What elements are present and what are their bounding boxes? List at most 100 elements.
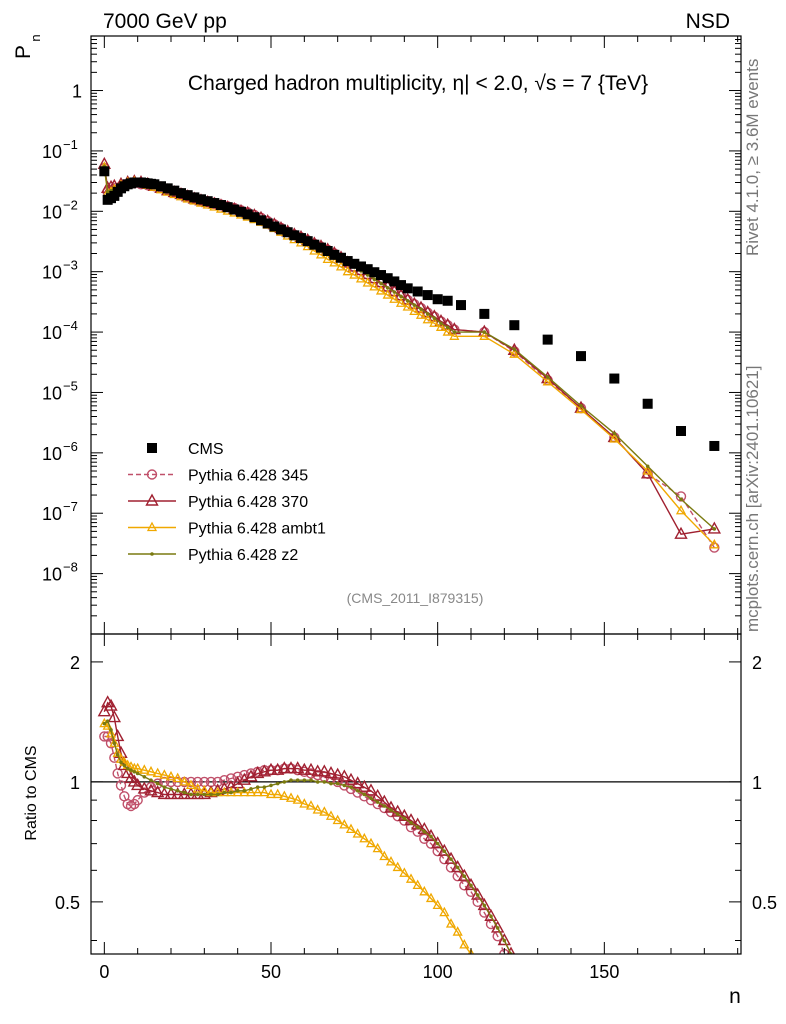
series-point xyxy=(712,527,717,531)
series-point xyxy=(409,305,420,316)
cms-point xyxy=(369,267,380,278)
series-point xyxy=(419,307,423,311)
ratio-point xyxy=(132,762,143,773)
cms-point xyxy=(642,398,653,409)
cms-point xyxy=(412,286,423,297)
ratio-point xyxy=(339,819,350,829)
ratio-point xyxy=(382,804,387,808)
y-tick-label: 10 xyxy=(42,504,62,524)
ratio-point xyxy=(402,816,407,821)
series-point xyxy=(415,309,427,319)
ratio-point xyxy=(255,785,260,789)
ratio-point xyxy=(150,785,165,798)
x-tick-label: 150 xyxy=(589,962,619,982)
cms-point xyxy=(289,230,300,241)
legend: CMS Pythia 6.428 345 Pythia 6.428 370 Pythi… xyxy=(128,441,326,564)
series-point xyxy=(612,431,617,436)
cms-point xyxy=(242,209,253,220)
cms-point xyxy=(576,351,586,362)
ratio-point xyxy=(344,772,358,785)
y-tick-label: 10 xyxy=(42,202,62,222)
ratio-point xyxy=(484,908,498,922)
series-point xyxy=(105,190,110,194)
ratio-point xyxy=(209,792,213,797)
ratio-point xyxy=(104,698,118,711)
ratio-point xyxy=(162,785,167,789)
y-tick-label: 10 xyxy=(42,142,62,162)
ratio-point xyxy=(192,776,203,788)
ratio-point xyxy=(467,948,475,954)
x-tick-label: 100 xyxy=(423,962,453,982)
ratio-point xyxy=(195,792,200,797)
ratio-point xyxy=(335,781,340,786)
series-point xyxy=(432,316,437,320)
ratio-point xyxy=(319,806,330,816)
ratio-point xyxy=(129,768,133,772)
ratio-point xyxy=(285,792,297,802)
y-tick-exponent: −1 xyxy=(63,137,78,152)
ratio-point xyxy=(109,737,120,747)
series-point xyxy=(372,277,377,282)
series-point xyxy=(369,281,380,291)
ratio-point xyxy=(175,788,180,793)
cms-point xyxy=(309,239,320,250)
series-point xyxy=(445,325,450,330)
ratio-frame xyxy=(90,633,742,955)
cms-point xyxy=(216,200,226,211)
ratio-point xyxy=(122,763,127,768)
series-point xyxy=(392,290,397,294)
y-tick-label: 1 xyxy=(72,82,82,102)
cms-point xyxy=(349,258,360,269)
ratio-point xyxy=(365,837,377,848)
ratio-point xyxy=(462,874,467,878)
cms-point xyxy=(456,300,466,311)
ratio-point xyxy=(302,778,307,782)
series-point xyxy=(342,265,353,276)
legend-label: Pythia 6.428 ambt1 xyxy=(188,521,326,538)
ratio-point xyxy=(272,788,283,799)
ratio-point xyxy=(277,761,292,774)
series-point xyxy=(385,286,390,290)
ratio-point xyxy=(404,813,418,826)
ratio-point xyxy=(357,779,372,792)
cms-point xyxy=(402,283,413,294)
ratio-point xyxy=(179,776,190,786)
ratio-point xyxy=(149,778,153,782)
ratio-point xyxy=(315,780,320,784)
ratio-point xyxy=(452,926,463,936)
cms-point xyxy=(209,198,220,209)
series-point xyxy=(399,294,403,299)
y-axis-label-main-sub: n xyxy=(28,34,43,41)
ratio-point xyxy=(457,868,472,881)
ratio-point xyxy=(389,808,393,812)
ratio-point xyxy=(359,832,370,843)
ratio-point xyxy=(229,790,233,795)
ratio-point xyxy=(395,812,400,816)
ratio-point xyxy=(242,788,247,793)
ratio-point xyxy=(157,787,172,800)
ratio-point xyxy=(222,790,227,795)
series-point xyxy=(422,313,433,324)
ratio-point xyxy=(397,808,412,821)
cms-point xyxy=(329,249,340,260)
ratio-point xyxy=(455,865,460,870)
ratio-point xyxy=(145,765,157,776)
ratio-point xyxy=(282,780,287,784)
cms-point xyxy=(189,192,200,203)
series-point xyxy=(449,330,460,340)
y-tick-label: 10 xyxy=(42,323,62,343)
legend-marker xyxy=(150,552,154,556)
ratio-point xyxy=(385,855,397,866)
cms-point xyxy=(396,280,406,291)
ratio-point xyxy=(102,721,107,726)
mcplots-label: mcplots.cern.ch [arXiv:2401.10621] xyxy=(743,365,762,632)
cms-point xyxy=(222,202,233,213)
cms-point xyxy=(296,233,306,244)
ratio-point xyxy=(355,788,360,793)
ratio-point xyxy=(265,788,277,799)
ratio-y-tick-label-right: 1 xyxy=(752,773,762,793)
ratio-point xyxy=(152,778,163,789)
header-left: 7000 GeV pp xyxy=(103,10,227,33)
y-tick-exponent: −7 xyxy=(63,499,78,514)
